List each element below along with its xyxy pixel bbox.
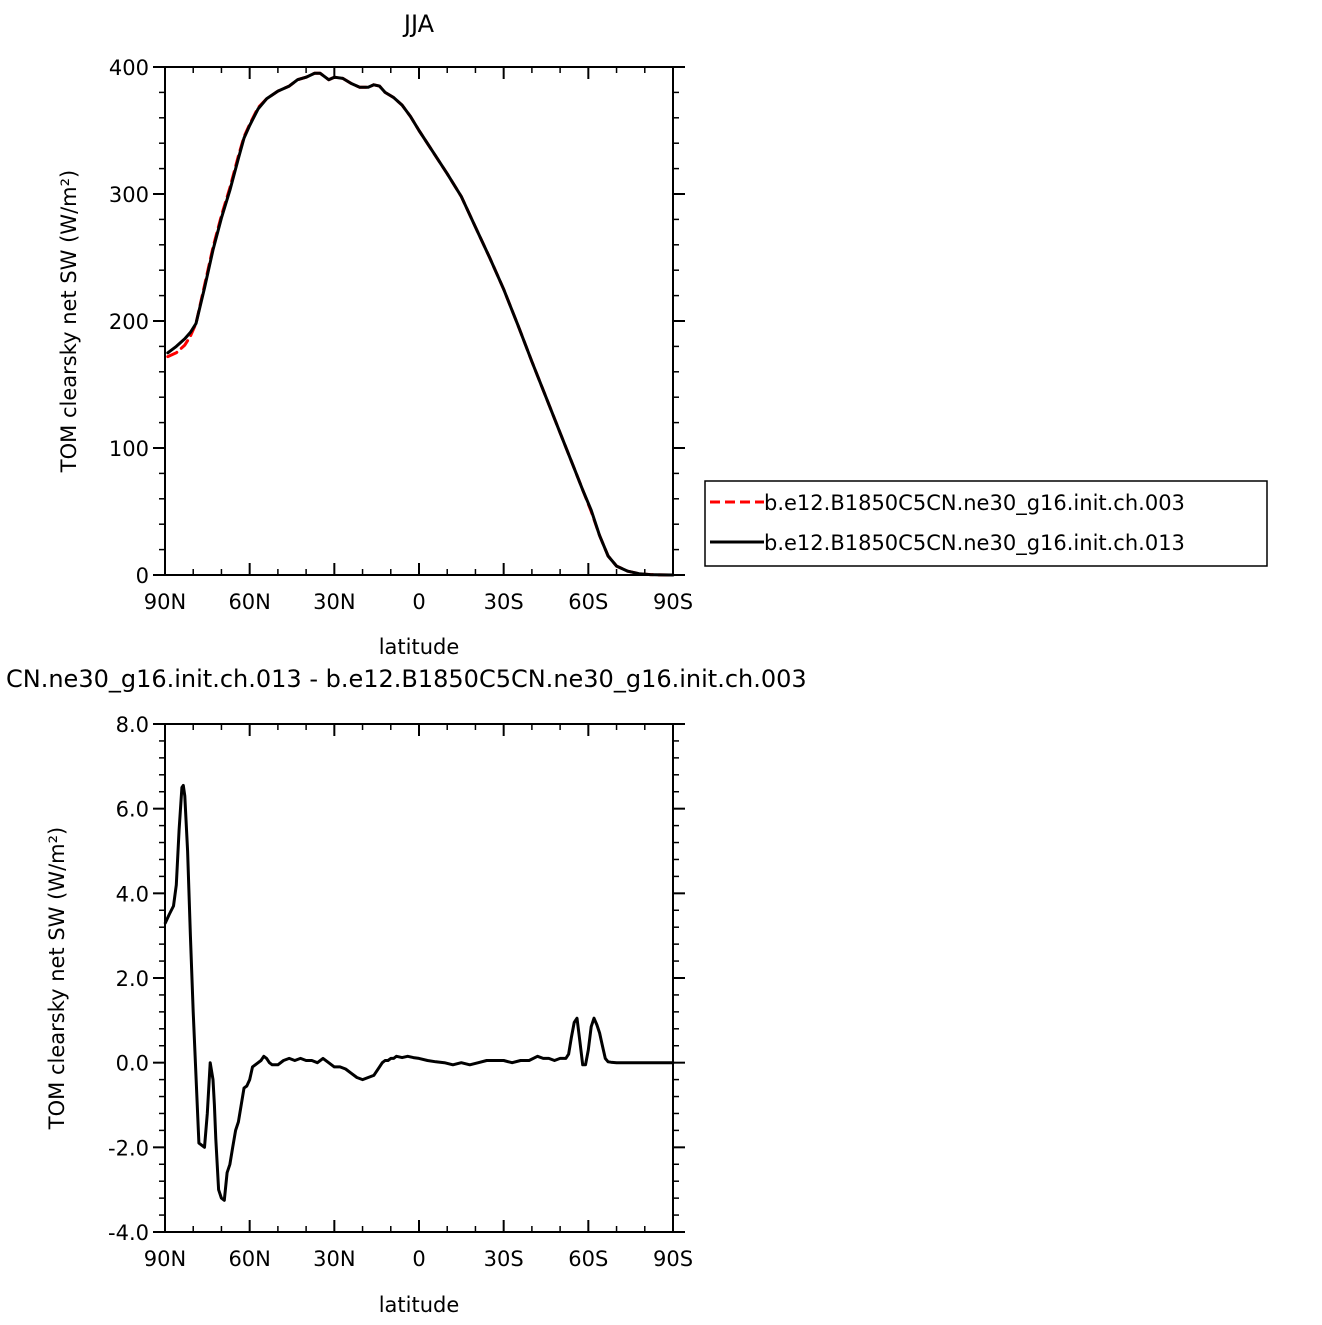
bottom-chart-x-tick-label: 60S: [568, 1247, 608, 1271]
bottom-chart-lines: [163, 783, 675, 1202]
top-chart-series-0-line: [166, 71, 675, 577]
top-chart-title: JJA: [402, 10, 435, 38]
legend-box: [704, 480, 1268, 567]
bottom-chart-title: CN.ne30_g16.init.ch.013 - b.e12.B1850C5C…: [6, 665, 807, 693]
bottom-chart-y-tick-label: -2.0: [108, 1136, 149, 1160]
legend-label-003: b.e12.B1850C5CN.ne30_g16.init.ch.003: [764, 491, 1185, 516]
top-chart-x-tick-label: 30N: [313, 590, 355, 614]
bottom-chart-x-tick-label: 90S: [653, 1247, 693, 1271]
top-chart-x-tick-label: 30S: [484, 590, 524, 614]
bottom-chart: CN.ne30_g16.init.ch.013 - b.e12.B1850C5C…: [6, 665, 807, 1317]
bottom-chart-series-0-line: [163, 783, 675, 1202]
legend: b.e12.B1850C5CN.ne30_g16.init.ch.003 b.e…: [704, 480, 1268, 567]
top-chart-x-tick-label: 90N: [144, 590, 186, 614]
top-chart-series-1-line: [166, 71, 675, 577]
top-chart: JJA 90N 60N 30N 0 30S 60S 90S 0 100 200 300 400 lat…: [57, 10, 1268, 659]
bottom-chart-x-tick-label: 30N: [313, 1247, 355, 1271]
top-chart-y-tick-label: 400: [109, 56, 149, 80]
top-chart-x-tick-label: 60S: [568, 590, 608, 614]
top-chart-y-tick-label: 0: [136, 564, 149, 588]
top-chart-x-tick-label: 90S: [653, 590, 693, 614]
bottom-chart-y-tick-label: 2.0: [116, 967, 149, 991]
bottom-chart-frame: [164, 723, 674, 1233]
bottom-chart-y-tick-label: 0.0: [116, 1052, 149, 1076]
bottom-chart-ticks: 90N 60N 30N 0 30S 60S 90S -4.0 -2.0 0.0 2.0 4.0 6.0 8…: [108, 713, 693, 1271]
bottom-chart-y-tick-label: 4.0: [116, 882, 149, 906]
legend-label-013: b.e12.B1850C5CN.ne30_g16.init.ch.013: [764, 531, 1185, 556]
bottom-chart-x-tick-label: 0: [412, 1247, 425, 1271]
bottom-chart-y-tick-label: 8.0: [116, 713, 149, 737]
bottom-chart-x-tick-label: 60N: [228, 1247, 270, 1271]
bottom-chart-y-tick-label: -4.0: [108, 1221, 149, 1245]
top-chart-x-tick-label: 0: [412, 590, 425, 614]
top-chart-y-tick-label: 100: [109, 437, 149, 461]
top-chart-ticks: 90N 60N 30N 0 30S 60S 90S 0 100 200 300 400: [109, 56, 693, 614]
top-chart-lines: [166, 71, 675, 577]
top-chart-y-tick-label: 300: [109, 183, 149, 207]
bottom-chart-y-tick-label: 6.0: [116, 798, 149, 822]
top-chart-x-tick-label: 60N: [228, 590, 270, 614]
top-chart-y-axis-label: TOM clearsky net SW (W/m²): [57, 170, 81, 473]
bottom-chart-x-axis-label: latitude: [379, 1293, 460, 1317]
top-chart-y-tick-label: 200: [109, 310, 149, 334]
bottom-chart-x-tick-label: 90N: [144, 1247, 186, 1271]
bottom-chart-x-tick-label: 30S: [484, 1247, 524, 1271]
top-chart-x-axis-label: latitude: [379, 635, 460, 659]
bottom-chart-y-axis-label: TOM clearsky net SW (W/m²): [45, 827, 69, 1130]
